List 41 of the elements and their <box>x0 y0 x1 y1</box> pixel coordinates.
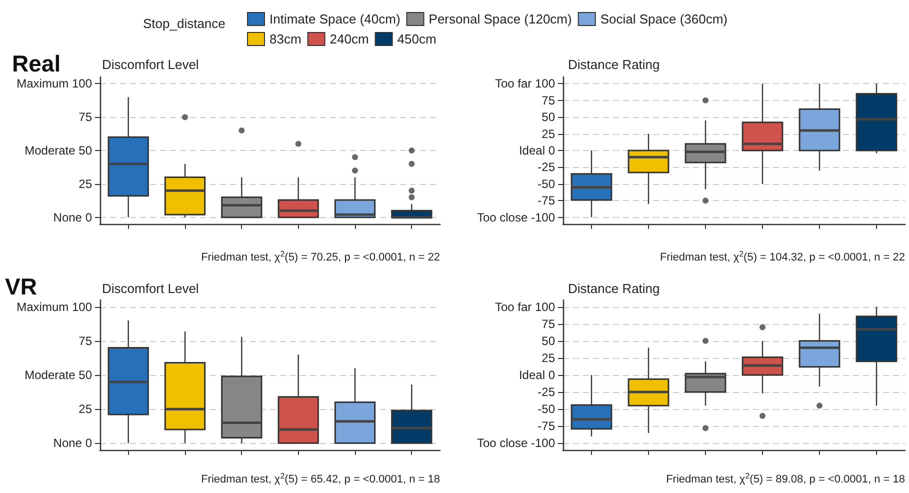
chart-title: Distance Rating <box>568 281 660 296</box>
y-tick-label: 25 <box>78 176 92 191</box>
legend-label: Social Space (360cm) <box>600 12 728 26</box>
y-tick-label: Too far 100 <box>494 76 556 91</box>
y-tick-label: 25 <box>542 126 556 141</box>
text: Real <box>12 50 61 76</box>
y-tick-label: Maximum 100 <box>16 76 92 91</box>
y-tick-label: Too close -100 <box>476 436 556 450</box>
y-tick-label: Maximum 100 <box>16 300 92 314</box>
chart-title: Discomfort Level <box>102 281 199 296</box>
y-tick-label: 25 <box>78 402 92 416</box>
y-tick-label: 75 <box>78 110 92 124</box>
y-tick-label: Ideal 0 <box>518 368 556 382</box>
y-tick-label: -50 <box>538 176 556 191</box>
y-tick-label: -25 <box>538 385 556 400</box>
y-tick-label: Too far 100 <box>494 300 556 314</box>
y-tick-label: -25 <box>538 160 556 174</box>
y-tick-label: Moderate 50 <box>24 368 92 382</box>
legend-label: Intimate Space (40cm) <box>270 12 400 26</box>
y-tick-label: Too close -100 <box>476 210 556 224</box>
legend-label: 450cm <box>397 32 436 46</box>
legend-label: 240cm <box>330 32 369 46</box>
y-tick-label: 25 <box>542 350 556 365</box>
y-tick-label: None 0 <box>53 210 92 224</box>
y-tick-label: None 0 <box>53 436 92 450</box>
chart-title: Distance Rating <box>568 57 660 72</box>
legend-title: Stop_distance <box>143 16 226 31</box>
y-tick-label: -75 <box>538 194 556 208</box>
y-tick-label: 50 <box>542 110 556 124</box>
legend-label: 83cm <box>270 32 302 46</box>
y-tick-label: 75 <box>78 334 92 348</box>
text: VR <box>5 274 38 300</box>
y-tick-label: 75 <box>542 316 556 331</box>
y-tick-label: 75 <box>542 93 556 108</box>
legend-label: Personal Space (120cm) <box>428 12 572 26</box>
chart-title: Discomfort Level <box>102 57 199 72</box>
y-tick-label: Ideal 0 <box>518 144 556 158</box>
y-tick-label: -75 <box>538 419 556 434</box>
y-tick-label: -50 <box>538 402 556 416</box>
y-tick-label: Moderate 50 <box>24 144 92 158</box>
y-tick-label: 50 <box>542 334 556 348</box>
